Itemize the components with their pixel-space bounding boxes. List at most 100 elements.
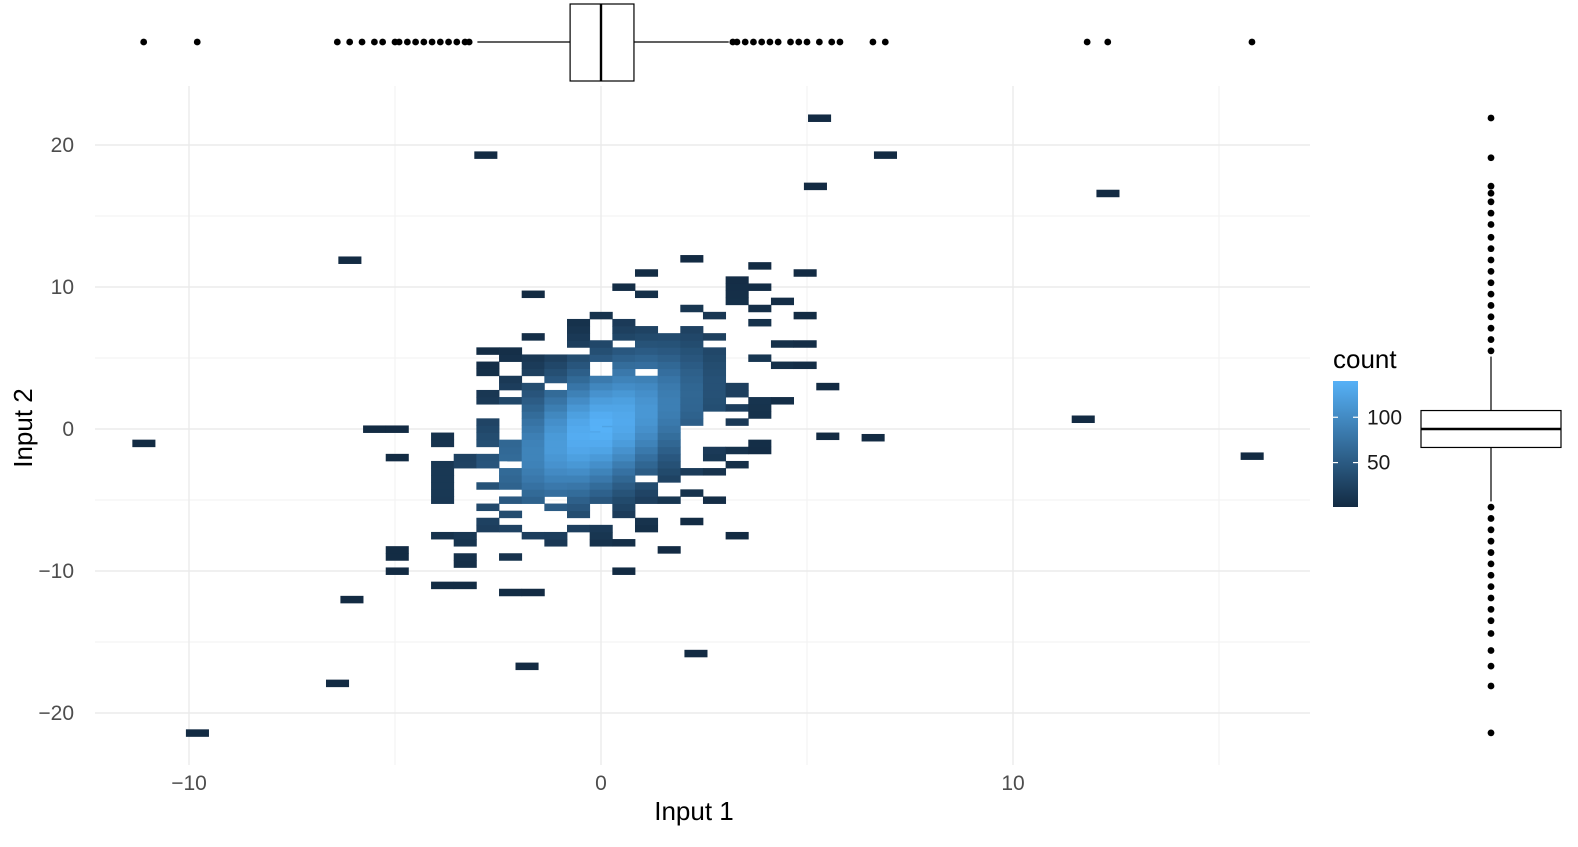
heatmap-tile bbox=[612, 496, 636, 504]
heatmap-tile bbox=[657, 468, 681, 476]
heatmap-tile bbox=[612, 503, 636, 512]
y-box-outlier bbox=[1487, 571, 1495, 579]
y-box-outlier bbox=[1487, 647, 1495, 654]
heatmap-tile bbox=[521, 418, 545, 426]
heatmap-tile bbox=[612, 354, 636, 362]
heatmap-tile bbox=[589, 389, 613, 398]
heatmap-tile bbox=[544, 531, 568, 540]
heatmap-tile bbox=[589, 311, 613, 320]
heatmap-tile bbox=[657, 389, 681, 398]
tick-layer: −10 0 10 −20 −10 0 10 20 bbox=[38, 134, 1024, 795]
heatmap-tile bbox=[567, 460, 591, 469]
heatmap-tile bbox=[816, 382, 840, 391]
heatmap-tile bbox=[657, 439, 681, 448]
heatmap-tile bbox=[521, 460, 545, 469]
legend-tick-label: 100 bbox=[1367, 406, 1402, 429]
x-box-outlier bbox=[346, 38, 354, 46]
heatmap-tile bbox=[589, 397, 613, 405]
heatmap-tile bbox=[499, 375, 523, 384]
heatmap-tile bbox=[453, 581, 477, 590]
heatmap-tile bbox=[680, 411, 704, 419]
heatmap-tile bbox=[476, 432, 500, 441]
heatmap-tile bbox=[680, 489, 704, 497]
heatmap-tile bbox=[657, 382, 681, 391]
heatmap-tile bbox=[612, 368, 636, 377]
heatmap-tile bbox=[657, 368, 681, 377]
y-box-outlier bbox=[1487, 114, 1495, 122]
heatmap-tile bbox=[634, 489, 659, 497]
heatmap-tile bbox=[634, 333, 659, 341]
heatmap-tile bbox=[567, 475, 591, 483]
heatmap-tile bbox=[521, 588, 545, 597]
x-box-outlier bbox=[395, 38, 403, 46]
x-box-outlier bbox=[1083, 38, 1091, 46]
x-box-outlier bbox=[403, 38, 411, 46]
heatmap-tile bbox=[612, 361, 636, 370]
heatmap-tile bbox=[567, 404, 591, 412]
heatmap-tile bbox=[680, 368, 704, 377]
heatmap-tile bbox=[567, 375, 591, 384]
heatmap-tile bbox=[634, 397, 659, 405]
heatmap-tile bbox=[567, 340, 591, 348]
heatmap-tile bbox=[612, 432, 636, 441]
heatmap-tile bbox=[544, 468, 568, 476]
x-box-outlier bbox=[420, 38, 428, 46]
heatmap-tile bbox=[431, 432, 455, 441]
heatmap-tile bbox=[499, 446, 523, 455]
heatmap-tile bbox=[363, 425, 387, 433]
heatmap-tile bbox=[680, 326, 704, 334]
heatmap-tile bbox=[612, 397, 636, 405]
heatmap-tile bbox=[725, 404, 749, 412]
heatmap-tile bbox=[499, 354, 523, 362]
heatmap-tile bbox=[634, 425, 659, 433]
x-box-outlier bbox=[412, 38, 419, 46]
heatmap-tile bbox=[748, 283, 772, 291]
x-box-outlier bbox=[869, 38, 877, 46]
heatmap-tile bbox=[702, 361, 727, 370]
y-box-outlier bbox=[1487, 630, 1495, 637]
heatmap-tile bbox=[702, 389, 727, 398]
heatmap-tile bbox=[453, 453, 477, 462]
heatmap-tile bbox=[476, 460, 500, 469]
x-box-outlier bbox=[445, 38, 452, 46]
y-box-outlier bbox=[1487, 617, 1495, 625]
heatmap-tile bbox=[544, 375, 568, 384]
heatmap-tile bbox=[680, 517, 704, 526]
heatmap-tile bbox=[702, 404, 727, 412]
heatmap-tile bbox=[748, 404, 772, 412]
heatmap-tile bbox=[680, 404, 704, 412]
heatmap-tile bbox=[521, 397, 545, 405]
heatmap-tile bbox=[748, 397, 772, 405]
heatmap-tile bbox=[657, 397, 681, 405]
heatmap-tile bbox=[544, 460, 568, 469]
heatmap-tile bbox=[725, 297, 749, 306]
heatmap-tile bbox=[634, 361, 659, 370]
heatmap-tile bbox=[873, 151, 898, 159]
heatmap-tile bbox=[680, 389, 704, 398]
heatmap-tile bbox=[431, 482, 455, 490]
heatmap-tile bbox=[634, 326, 659, 334]
heatmap-tile bbox=[431, 475, 455, 483]
heatmap-tile bbox=[567, 368, 591, 377]
heatmap-tile bbox=[544, 389, 568, 398]
heatmap-tile bbox=[725, 389, 749, 398]
heatmap-tile bbox=[521, 531, 545, 540]
heatmap-tile bbox=[612, 475, 636, 483]
heatmap-tile bbox=[567, 503, 591, 512]
heatmap-tile bbox=[725, 531, 749, 540]
heatmap-tile bbox=[474, 151, 498, 159]
legend-title: count bbox=[1333, 344, 1397, 374]
heatmap-tile bbox=[634, 389, 659, 398]
heatmap-tile bbox=[589, 482, 613, 490]
heatmap-tile bbox=[521, 333, 545, 341]
heatmap-tile bbox=[702, 311, 727, 320]
heatmap-tile bbox=[521, 446, 545, 455]
heatmap-tile bbox=[589, 404, 613, 412]
heatmap-tile bbox=[725, 446, 749, 455]
heatmap-tile bbox=[657, 361, 681, 370]
heatmap-tile bbox=[499, 397, 523, 405]
heatmap-tile bbox=[612, 411, 636, 419]
heatmap-tile bbox=[589, 475, 613, 483]
heatmap-tile bbox=[521, 439, 545, 448]
heatmap-tile bbox=[567, 418, 591, 426]
